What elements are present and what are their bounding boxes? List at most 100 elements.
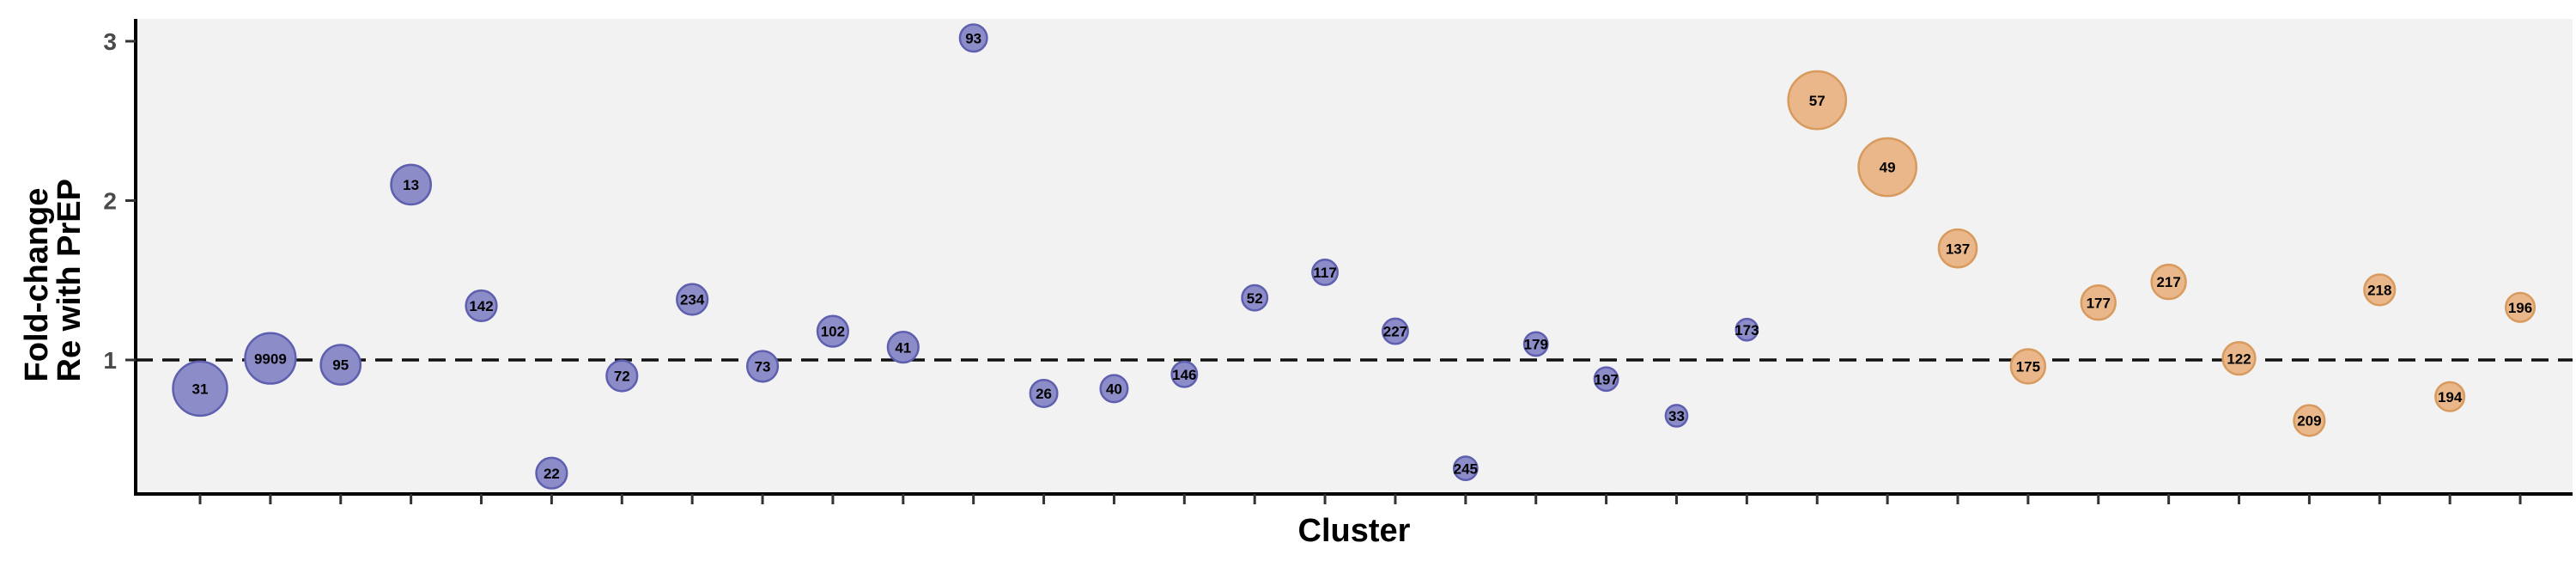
bubble-circle [1311,259,1340,286]
bubble-label: 57 [1809,93,1826,109]
bubble-circle [319,344,362,386]
bubble-circle [2504,291,2537,323]
bubble-circle [1857,137,1917,198]
bubble: 217 [2150,263,2187,301]
bubble-label: 26 [1036,386,1052,402]
bubble-label: 93 [965,30,981,46]
bubble-label: 117 [1313,265,1336,281]
y-tick-label: 1 [103,347,117,374]
bubble-label: 40 [1106,381,1122,398]
bubble: 177 [2080,284,2117,321]
bubble: 52 [1241,284,1269,312]
bubble: 179 [1522,331,1549,357]
bubble: 196 [2504,291,2537,323]
bubble: 234 [676,283,709,316]
plot-panel [136,19,2573,494]
bubble-circle [244,332,297,385]
bubble-label: 22 [544,466,560,482]
bubble: 122 [2221,340,2257,376]
bubble: 9909 [244,332,297,385]
bubble-label: 209 [2297,413,2321,430]
bubble-label: 142 [469,298,493,314]
bubble-circle [1593,366,1619,393]
bubble: 142 [465,289,498,323]
bubble-label: 218 [2367,283,2391,299]
bubble-circle [1735,317,1759,342]
bubble: 72 [605,359,639,393]
bubble-circle [535,456,568,490]
bubble-label: 194 [2438,389,2463,405]
y-tick-label: 2 [103,188,117,215]
bubble: 49 [1857,137,1917,198]
bubble-label: 179 [1524,337,1548,353]
bubble-circle [1522,331,1549,357]
bubble-circle [2434,381,2466,412]
x-axis-title: Cluster [1298,513,1411,549]
bubble-circle [1382,317,1409,345]
bubble-label: 245 [1454,460,1478,477]
bubble: 227 [1382,317,1409,345]
bubble-circle [1241,284,1269,312]
bubble-label: 175 [2016,359,2040,375]
bubble-label: 9909 [254,351,287,367]
bubble-circle [1664,404,1689,428]
bubble: 209 [2293,404,2326,437]
bubble: 102 [816,314,850,348]
y-tick-label: 3 [103,28,117,55]
bubble: 245 [1452,455,1479,482]
bubble: 175 [2009,348,2047,385]
bubble-circle [390,163,432,206]
bubble-label: 72 [614,369,630,385]
bubble-circle [465,289,498,323]
bubble: 95 [319,344,362,386]
bubble: 41 [886,331,920,364]
bubble-label: 177 [2087,295,2111,311]
bubble-label: 49 [1880,160,1896,176]
bubble-circle [886,331,920,364]
bubble: 146 [1170,360,1199,388]
bubble: 22 [535,456,568,490]
bubble-label: 217 [2156,274,2180,290]
bubble-circle [1937,228,1978,269]
bubble: 57 [1787,70,1848,131]
bubble-label: 197 [1594,371,1618,387]
bubble-circle [1099,374,1129,404]
y-axis-title: Fold-change Re with PrEP [19,179,88,382]
bubble-circle [2363,273,2397,307]
bubble-label: 227 [1383,324,1407,340]
bubble-circle [2009,348,2047,385]
bubble-circle [2150,263,2187,301]
bubble: 13 [390,163,432,206]
bubble-circle [172,360,228,418]
bubble-circle [1170,360,1199,388]
bubble-label: 122 [2227,351,2251,367]
bubble: 218 [2363,273,2397,307]
bubble: 173 [1735,317,1759,342]
bubble-label: 41 [895,339,911,356]
bubble-circle [958,23,988,53]
bubble-label: 146 [1172,367,1196,383]
bubble-label: 137 [1946,241,1970,257]
bubble: 117 [1311,259,1340,286]
bubble: 73 [745,350,780,383]
bubble-label: 13 [403,177,419,193]
bubble-circle [745,350,780,383]
bubble-label: 33 [1668,408,1685,424]
bubble-label: 95 [332,357,349,374]
y-axis-title-line-1: Fold-change [19,188,55,382]
bubble-circle [1787,70,1848,131]
bubble-label: 102 [821,324,845,340]
bubble-circle [2221,340,2257,376]
bubble-label: 73 [755,359,771,375]
bubble: 31 [172,360,228,418]
y-axis-title-line-2: Re with PrEP [52,179,88,382]
data-points: 31 9909 95 13 142 22 72 234 73 102 41 93 26 40 146 52 11… [172,23,2537,490]
bubble: 93 [958,23,988,53]
bubble-circle [816,314,850,348]
bubble-circle [605,359,639,393]
bubble: 197 [1593,366,1619,393]
bubble: 137 [1937,228,1978,269]
bubble-circle [1029,378,1059,408]
y-axis: 1 2 3 [103,19,137,496]
